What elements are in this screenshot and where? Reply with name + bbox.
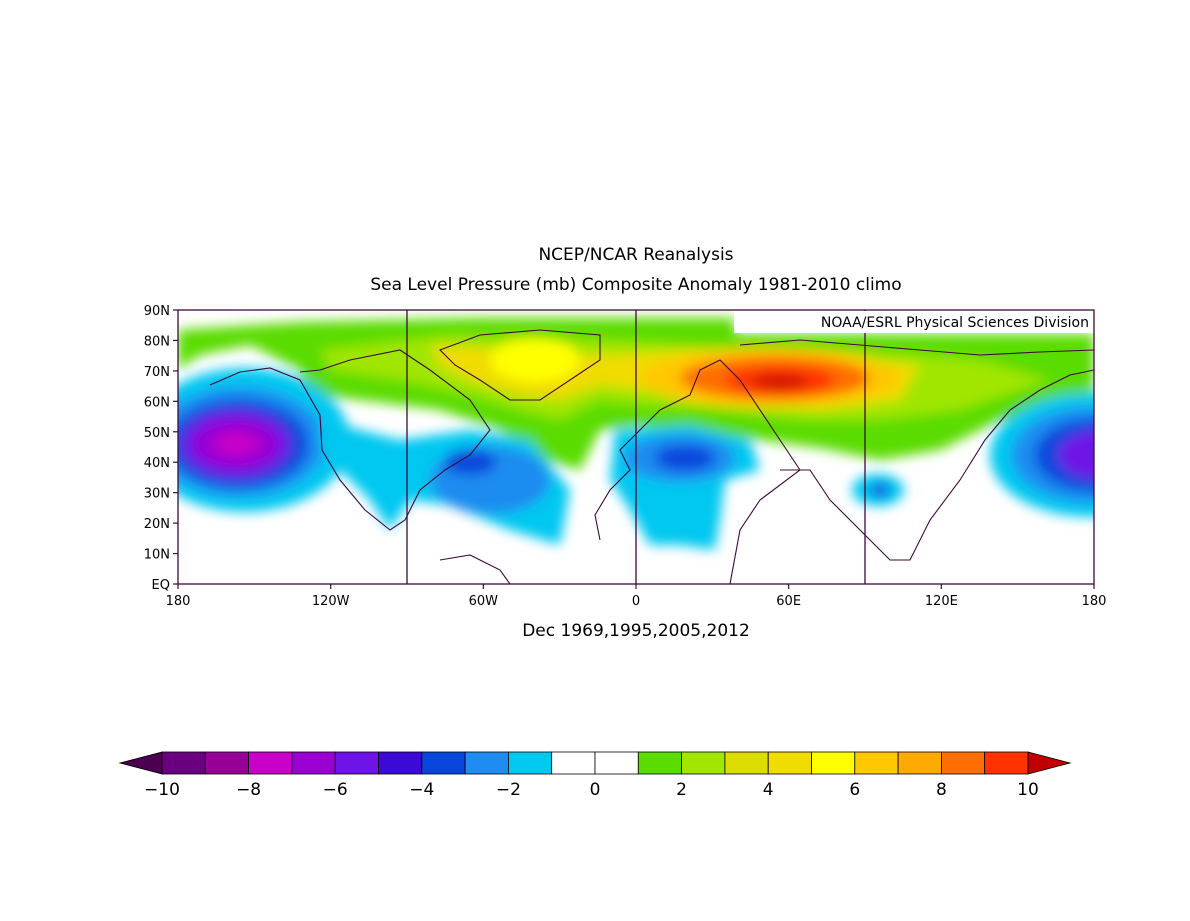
lon-tick-label: 60E — [776, 594, 801, 609]
lat-tick-label: 30N — [144, 487, 170, 502]
asia-coast — [780, 369, 1094, 561]
lon-tick-label: 120W — [312, 594, 350, 609]
colorbar-segment — [681, 751, 726, 775]
euro-africa-low-core — [655, 445, 715, 471]
colorbar-label: 2 — [676, 780, 687, 800]
lat-tick-label: 20N — [144, 517, 170, 532]
colorbar-segment — [507, 751, 553, 775]
figure-title: NCEP/NCAR Reanalysis — [538, 245, 733, 265]
lat-tick-label: 10N — [144, 548, 170, 563]
lat-tick-label: 90N — [144, 304, 170, 319]
map-panel — [178, 310, 1094, 584]
colorbar-low-arrow — [118, 751, 163, 775]
colorbar-segment — [378, 751, 423, 775]
colorbar-segment — [464, 751, 509, 775]
colorbar-segment — [334, 751, 379, 775]
colorbar-segment — [551, 751, 596, 775]
lat-tick-label: EQ — [152, 578, 170, 593]
tibet-low-core — [870, 483, 890, 497]
colorbar-segment — [724, 751, 769, 775]
colorbar-label: 10 — [1017, 780, 1039, 800]
latitude-axis: 90N 80N 70N 60N 50N 40N 30N 20N 10N EQ — [144, 304, 178, 593]
lat-tick-label: 80N — [144, 334, 170, 349]
colorbar-segment — [161, 751, 206, 775]
npac-low-core — [214, 432, 258, 456]
colorbar-label: 6 — [849, 780, 860, 800]
dateline-low-3 — [1035, 419, 1094, 491]
lon-tick-label: 120E — [925, 594, 958, 609]
arctic-coast — [739, 339, 1094, 356]
colorbar-label: 4 — [763, 780, 774, 800]
lon-tick-label: 180 — [1082, 594, 1107, 609]
colorbar-high-arrow — [1027, 751, 1072, 775]
lon-tick-label: 60W — [469, 594, 499, 609]
composite-caption: Dec 1969,1995,2005,2012 — [522, 621, 750, 641]
lat-tick-label: 70N — [144, 365, 170, 380]
colorbar-label: −8 — [236, 780, 261, 800]
lat-tick-label: 50N — [144, 426, 170, 441]
dateline-low-4 — [1058, 431, 1094, 479]
europe-africa-coast — [594, 359, 801, 584]
lat-tick-label: 40N — [144, 456, 170, 471]
colorbar-segment — [811, 751, 856, 775]
atlantic-low-3 — [444, 449, 496, 475]
colorbar-segment — [594, 751, 639, 775]
colorbar-segment — [421, 751, 466, 775]
colorbar-segment — [854, 751, 899, 775]
colorbar-label: −4 — [409, 780, 434, 800]
coastlines — [209, 329, 1094, 584]
eurasia-high-max — [752, 374, 808, 390]
north-america-coast — [209, 349, 491, 531]
longitude-axis: 180 120W 60W 0 60E 120E 180 — [166, 584, 1107, 609]
colorbar-segment — [984, 751, 1029, 775]
colorbar: −10 −8 −6 −4 −2 0 2 4 6 8 10 — [118, 751, 1072, 800]
colorbar-label: −2 — [496, 780, 521, 800]
lon-tick-label: 0 — [632, 594, 640, 609]
colorbar-segment — [204, 751, 250, 775]
colorbar-segment — [637, 751, 682, 775]
figure-subtitle: Sea Level Pressure (mb) Composite Anomal… — [370, 275, 901, 295]
colorbar-label: −6 — [323, 780, 348, 800]
colorbar-segment — [767, 751, 812, 775]
colorbar-label: 0 — [590, 780, 601, 800]
siberia-high-core — [935, 364, 995, 392]
colorbar-segment — [291, 751, 336, 775]
credit-box: NOAA/ESRL Physical Sciences Division — [734, 311, 1093, 333]
colorbar-label: 8 — [936, 780, 947, 800]
colorbar-segment — [941, 751, 986, 775]
colorbar-label: −10 — [144, 780, 180, 800]
lat-tick-label: 60N — [144, 395, 170, 410]
colorbar-segment — [248, 751, 293, 775]
colorbar-segment — [897, 751, 942, 775]
credit-box-background — [734, 311, 1093, 333]
greenland-coast — [439, 329, 601, 401]
lon-tick-label: 180 — [166, 594, 191, 609]
greenland-high-core — [490, 338, 580, 382]
meridian-lines — [406, 310, 866, 584]
south-america-coast — [439, 554, 511, 584]
credit-label: NOAA/ESRL Physical Sciences Division — [821, 315, 1089, 331]
